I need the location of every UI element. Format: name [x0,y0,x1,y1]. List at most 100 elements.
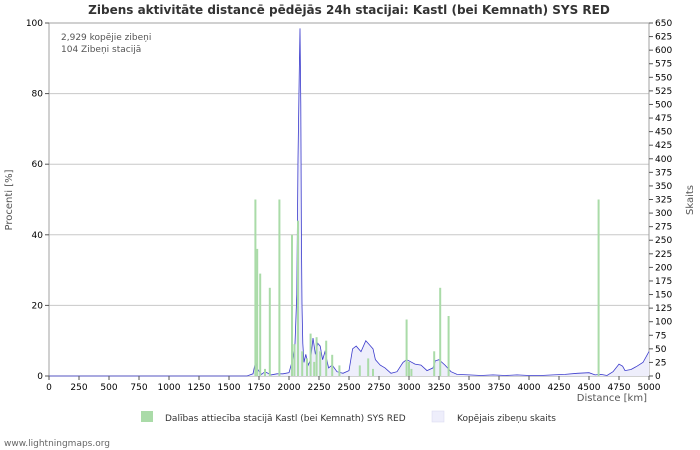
total-strikes-line [49,28,650,377]
participation-bar [301,351,304,376]
y-right-tick-label: 625 [655,33,672,43]
y-left-axis-ticks: 0 20 40 60 80 100 [26,19,49,382]
annotation-total-strikes: 2,929 kopējie zibeņi [61,33,151,43]
y-left-tick-label: 0 [37,372,43,382]
x-tick-label: 4250 [548,383,571,393]
y-right-tick-label: 550 [655,73,672,83]
participation-bar [313,361,316,376]
x-tick-label: 5000 [638,383,661,393]
y-right-tick-label: 250 [655,236,672,246]
y-right-tick-label: 650 [655,19,672,29]
participation-bar [293,344,296,376]
y-left-tick-label: 20 [32,301,44,311]
participation-bars-layer [254,199,600,377]
x-tick-label: 1000 [158,383,181,393]
y-right-tick-label: 150 [655,291,672,301]
x-tick-label: 4750 [608,383,631,393]
y-right-tick-label: 475 [655,114,672,124]
total-strikes-area-fill [49,28,649,377]
site-credit: www.lightningmaps.org [4,439,110,449]
y-right-tick-label: 500 [655,100,672,110]
y-right-tick-label: 300 [655,209,672,219]
participation-bar [410,368,413,376]
y-right-tick-label: 325 [655,196,672,206]
x-tick-label: 2500 [338,383,361,393]
participation-bar [408,361,410,376]
y-left-tick-label: 40 [32,231,44,241]
participation-bar [309,333,312,376]
chart-title: Zibens aktivitāte distancē pēdējās 24h s… [88,3,610,17]
legend-swatch-participation [141,411,153,422]
legend-swatch-total-strikes [431,410,445,423]
participation-bar [338,365,341,376]
y-right-tick-label: 450 [655,128,672,138]
y-right-tick-label: 275 [655,223,672,233]
participation-bar [331,354,334,376]
x-tick-label: 1250 [188,383,211,393]
x-tick-label: 3250 [428,383,451,393]
participation-bar [254,199,257,376]
participation-bar [447,316,450,376]
y-right-tick-label: 125 [655,304,672,314]
participation-bar [256,248,259,376]
y-left-tick-label: 80 [32,90,44,100]
y-right-tick-label: 575 [655,60,672,70]
y-right-tick-label: 375 [655,168,672,178]
x-tick-label: 2000 [278,383,301,393]
y-right-tick-label: 200 [655,263,672,273]
grid-layer [49,93,649,306]
y-left-tick-label: 100 [26,19,43,29]
x-axis-ticks: 0 250 500 750 1000 1250 1500 1750 2000 2250 2500 27… [46,376,661,393]
y-right-axis-ticks: 0 25 50 75 100 125 150 175 200 225 250 275 300 325 350… [649,19,672,382]
participation-bar [439,287,442,377]
y-left-axis-title: Procenti [%] [4,169,15,230]
y-right-tick-label: 350 [655,182,672,192]
y-right-tick-label: 225 [655,250,672,260]
legend-label-participation: Dalības attiecība stacijā Kastl (bei Kem… [165,414,406,424]
x-tick-label: 750 [130,383,147,393]
participation-bar [597,199,600,376]
participation-bar [315,337,318,376]
participation-bar [264,368,266,376]
participation-bar [278,199,281,376]
participation-bar [306,358,308,376]
participation-bar [259,273,262,376]
y-right-axis-title: Skaits [685,185,696,215]
x-tick-label: 3000 [398,383,421,393]
participation-bar [372,368,374,376]
x-axis-title: Distance [km] [577,393,647,404]
participation-bar [291,234,293,376]
total-strikes-area-layer [49,28,650,377]
y-right-tick-label: 25 [655,358,666,368]
y-left-tick-label: 60 [32,160,44,170]
y-right-tick-label: 100 [655,318,672,328]
annotation-station-strikes: 104 Zibeņi stacijā [61,45,141,55]
y-right-tick-label: 50 [655,345,667,355]
x-tick-label: 2250 [308,383,331,393]
participation-bar [325,340,328,376]
participation-bar [367,358,370,376]
x-tick-label: 3750 [488,383,511,393]
participation-bar [405,319,408,376]
participation-bar [319,351,322,376]
y-right-tick-label: 175 [655,277,672,287]
y-right-tick-label: 0 [655,372,661,382]
x-tick-label: 1500 [218,383,241,393]
x-tick-label: 3500 [458,383,481,393]
plot-border [48,22,650,377]
x-tick-label: 0 [46,383,52,393]
y-right-tick-label: 525 [655,87,672,97]
y-right-tick-label: 400 [655,155,672,165]
y-right-tick-label: 425 [655,141,672,151]
participation-bar [297,220,299,376]
participation-bar [433,351,436,376]
y-right-tick-label: 600 [655,46,672,56]
x-tick-label: 250 [70,383,87,393]
legend-label-total-strikes: Kopējais zibeņu skaits [457,414,556,424]
y-right-tick-label: 75 [655,331,666,341]
x-tick-label: 500 [100,383,117,393]
x-tick-label: 4500 [578,383,601,393]
x-tick-label: 4000 [518,383,541,393]
